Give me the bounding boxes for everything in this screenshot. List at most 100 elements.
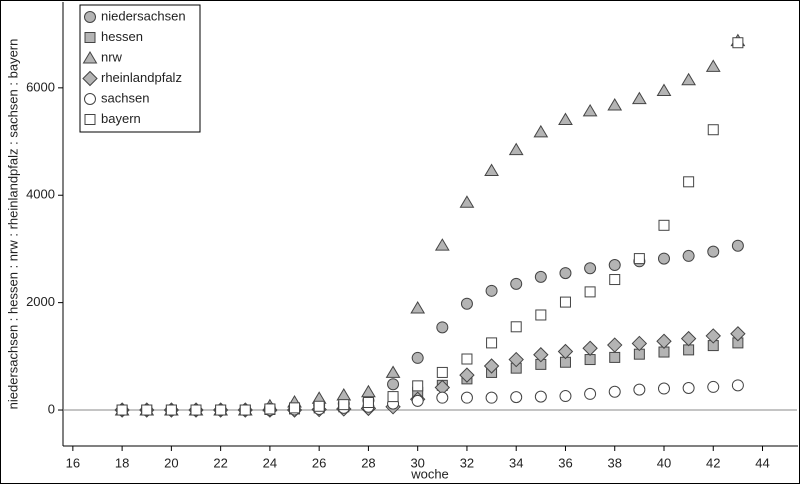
point bbox=[631, 335, 648, 352]
point bbox=[682, 249, 695, 262]
point bbox=[412, 380, 424, 392]
point bbox=[607, 98, 623, 111]
point bbox=[436, 391, 449, 404]
y-tick-label: 0 bbox=[48, 401, 55, 416]
point bbox=[534, 270, 547, 283]
legend-marker bbox=[82, 70, 98, 87]
x-tick-label: 26 bbox=[312, 455, 326, 470]
point bbox=[411, 351, 424, 364]
x-tick-label: 16 bbox=[66, 455, 80, 470]
point bbox=[535, 309, 547, 321]
point bbox=[732, 37, 744, 49]
point bbox=[534, 390, 547, 403]
point bbox=[582, 340, 598, 356]
point bbox=[484, 163, 499, 177]
point bbox=[459, 195, 475, 208]
point bbox=[533, 347, 549, 363]
point bbox=[508, 142, 524, 156]
point bbox=[730, 326, 746, 342]
point bbox=[559, 390, 572, 403]
legend-marker bbox=[84, 11, 96, 23]
x-axis-label: woche bbox=[410, 466, 449, 481]
point bbox=[631, 91, 647, 105]
point bbox=[608, 259, 621, 272]
point bbox=[485, 284, 498, 297]
point bbox=[558, 112, 573, 126]
legend-marker bbox=[84, 32, 96, 43]
point bbox=[460, 297, 473, 310]
x-tick-label: 22 bbox=[213, 455, 227, 470]
legend-label: nrw bbox=[101, 49, 123, 64]
point bbox=[559, 267, 572, 280]
point bbox=[460, 391, 473, 404]
x-tick-label: 24 bbox=[263, 455, 277, 470]
x-tick-label: 36 bbox=[558, 455, 572, 470]
point bbox=[705, 59, 721, 72]
legend-label: hessen bbox=[101, 29, 143, 44]
x-tick-label: 30 bbox=[410, 455, 424, 470]
x-tick-label: 34 bbox=[509, 455, 523, 470]
point bbox=[116, 404, 128, 416]
x-tick-label: 32 bbox=[460, 455, 474, 470]
point bbox=[731, 239, 744, 252]
point bbox=[459, 367, 475, 383]
point bbox=[707, 380, 720, 393]
point bbox=[731, 379, 744, 392]
point bbox=[410, 301, 426, 314]
point bbox=[338, 399, 350, 411]
point bbox=[387, 378, 400, 391]
point bbox=[141, 404, 153, 416]
point bbox=[656, 333, 672, 349]
point bbox=[608, 385, 621, 398]
point bbox=[607, 337, 623, 353]
x-tick-label: 42 bbox=[706, 455, 720, 470]
y-tick-label: 2000 bbox=[26, 294, 55, 309]
point bbox=[707, 124, 719, 136]
point bbox=[483, 358, 500, 374]
point bbox=[657, 252, 670, 265]
point bbox=[508, 351, 524, 368]
x-tick-label: 40 bbox=[657, 455, 671, 470]
x-tick-label: 44 bbox=[755, 455, 769, 470]
point bbox=[705, 328, 721, 344]
point bbox=[633, 383, 646, 396]
point bbox=[582, 103, 598, 117]
point bbox=[411, 394, 424, 407]
x-tick-label: 38 bbox=[607, 455, 621, 470]
point bbox=[264, 403, 276, 415]
point bbox=[584, 286, 596, 298]
point bbox=[461, 353, 473, 365]
point bbox=[656, 83, 672, 97]
point bbox=[584, 262, 597, 275]
y-tick-label: 4000 bbox=[26, 187, 55, 202]
legend-label: sachsen bbox=[101, 90, 149, 105]
y-tick-label: 6000 bbox=[26, 79, 55, 94]
legend-box bbox=[79, 4, 201, 133]
point bbox=[436, 321, 449, 334]
legend-label: bayern bbox=[101, 111, 141, 126]
point bbox=[680, 330, 697, 347]
point bbox=[510, 391, 523, 404]
point bbox=[681, 72, 697, 86]
legend-label: rheinlandpfalz bbox=[101, 70, 182, 85]
legend-label: niedersachsen bbox=[101, 8, 186, 23]
point bbox=[510, 321, 522, 333]
y-axis-label: niedersachsen : hessen : nrw : rheinland… bbox=[5, 39, 20, 410]
point bbox=[289, 402, 301, 414]
point bbox=[434, 238, 450, 251]
point bbox=[658, 219, 670, 231]
point bbox=[609, 351, 621, 363]
point bbox=[362, 397, 374, 409]
legend-marker bbox=[84, 93, 96, 105]
point bbox=[683, 176, 695, 188]
point bbox=[361, 384, 376, 398]
point bbox=[657, 382, 670, 395]
legend-marker bbox=[84, 114, 96, 125]
point bbox=[313, 400, 325, 412]
x-tick-label: 28 bbox=[361, 455, 375, 470]
point bbox=[485, 391, 498, 404]
point bbox=[584, 354, 596, 366]
point bbox=[165, 404, 177, 416]
point bbox=[385, 365, 401, 378]
